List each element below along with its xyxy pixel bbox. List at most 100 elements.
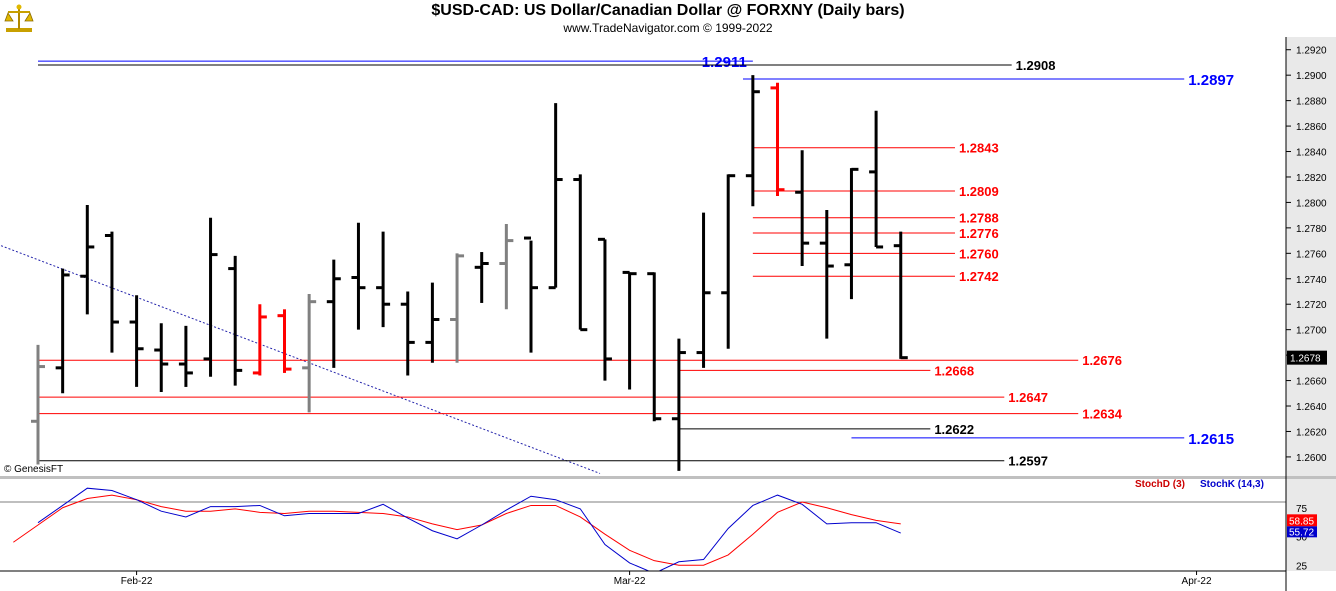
ohlc-bar (745, 75, 760, 207)
copyright-label: © GenesisFT (4, 464, 63, 475)
y-tick-label: 1.2780 (1296, 224, 1327, 235)
stoch-tick-label: 75 (1296, 504, 1308, 515)
ohlc-bar (474, 252, 489, 303)
stoch-panel-frame (0, 479, 1286, 571)
y-tick-label: 1.2760 (1296, 249, 1327, 260)
ohlc-bar (671, 338, 686, 471)
ohlc-bar (203, 217, 218, 377)
ohlc-bar (869, 110, 884, 249)
ohlc-bar (548, 103, 563, 290)
x-tick-label: Mar-22 (614, 576, 646, 587)
level-label: 1.2908 (1016, 58, 1056, 73)
level-label: 1.2615 (1188, 431, 1234, 448)
downtrend-line (0, 245, 601, 474)
stochd-last-value: 58.85 (1289, 516, 1314, 527)
level-label: 1.2788 (959, 211, 999, 226)
level-label: 1.2676 (1082, 353, 1122, 368)
stoch-legend: StochD (3) StochK (14,3) (1135, 479, 1264, 490)
trendline (0, 245, 601, 474)
y-tick-label: 1.2820 (1296, 173, 1327, 184)
ohlc-bar (721, 174, 736, 349)
ohlc-bar (376, 231, 391, 328)
stochk-last-tag (1287, 526, 1317, 538)
y-tick-label: 1.2740 (1296, 275, 1327, 286)
ohlc-bar (104, 231, 119, 353)
chart-title: $USD-CAD: US Dollar/Canadian Dollar @ FO… (431, 2, 905, 19)
ohlc-bar (400, 291, 415, 376)
ohlc-bar (228, 255, 243, 386)
ohlc-bar (154, 323, 169, 393)
stochd-line (13, 494, 901, 566)
ohlc-bar (696, 212, 711, 368)
stoch-lines (13, 487, 901, 574)
y-tick-label: 1.2920 (1296, 46, 1327, 57)
stoch-tick-label: 25 (1296, 561, 1308, 572)
ohlc-bar (178, 325, 193, 387)
chart-header: $USD-CAD: US Dollar/Canadian Dollar @ FO… (0, 0, 1336, 37)
level-label: 1.2776 (959, 226, 999, 241)
last-price-label: 1.2678 (1290, 354, 1321, 365)
ohlc-bar (252, 304, 267, 376)
stochk-line (37, 487, 901, 574)
level-label: 1.2843 (959, 141, 999, 156)
level-label: 1.2634 (1082, 407, 1123, 422)
level-label: 1.2647 (1008, 390, 1048, 405)
ohlc-bar (326, 259, 341, 368)
ohlc-bar (893, 231, 908, 360)
ohlc-bar (450, 253, 465, 363)
support-resistance-levels: 1.2911 1.29081.28971.28431.28091.27881.27… (38, 54, 1234, 469)
price-bars (31, 75, 908, 471)
ohlc-bar (647, 272, 662, 422)
y-tick-label: 1.2840 (1296, 148, 1327, 159)
price-axis-bg (1286, 37, 1336, 476)
x-axis-strip (0, 571, 1336, 591)
y-tick-label: 1.2720 (1296, 300, 1327, 311)
ohlc-bar (819, 210, 834, 339)
ohlc-bar (770, 82, 785, 197)
ohlc-bar (302, 294, 317, 413)
ohlc-bar (499, 224, 514, 310)
x-axis: Feb-22 Mar-22 Apr-22 (121, 571, 1212, 587)
ohlc-bar (31, 344, 45, 465)
legend-stochk: StochK (14,3) (1200, 479, 1264, 490)
level-label: 1.2668 (934, 363, 974, 378)
x-tick-label: Apr-22 (1182, 576, 1212, 587)
y-tick-label: 1.2700 (1296, 326, 1327, 337)
stochk-last-value: 55.72 (1289, 527, 1314, 538)
ohlc-bar (55, 268, 70, 394)
y-tick-label: 1.2640 (1296, 402, 1327, 413)
ohlc-bar (80, 204, 95, 315)
price-panel-frame (0, 37, 1286, 476)
price-y-axis: 1.2920 1.2900 1.2880 1.2860 1.2840 1.2820 1.28… (1286, 37, 1336, 476)
y-tick-label: 1.2800 (1296, 198, 1327, 209)
panel-separator (0, 476, 1336, 479)
ohlc-bar (277, 309, 292, 373)
chart-subtitle: www.TradeNavigator.com © 1999-2022 (563, 21, 773, 35)
x-tick-label: Feb-22 (121, 576, 153, 587)
level-label: 1.2897 (1188, 72, 1234, 89)
last-price-tag (1287, 350, 1327, 365)
y-tick-label: 1.2620 (1296, 427, 1327, 438)
ohlc-bar (351, 222, 366, 330)
y-tick-label: 1.2860 (1296, 122, 1327, 133)
ohlc-bar (795, 150, 810, 267)
stochd-last-tag (1287, 514, 1317, 527)
legend-stochd: StochD (3) (1135, 479, 1185, 490)
ohlc-bar (129, 295, 144, 387)
stoch-tick-label: 50 (1296, 533, 1308, 544)
y-tick-label: 1.2660 (1296, 377, 1327, 388)
ohlc-bar (524, 236, 538, 353)
level-label: 1.2809 (959, 184, 999, 199)
ohlc-bar (844, 167, 859, 300)
y-tick-label: 1.2900 (1296, 71, 1327, 82)
pan-balance-logo-icon (4, 4, 34, 32)
level-label: 1.2742 (959, 269, 999, 284)
ohlc-bar (597, 237, 612, 381)
level-label: 1.2760 (959, 246, 999, 261)
level-label: 1.2911 (702, 54, 747, 71)
level-label: 1.2622 (934, 422, 974, 437)
ohlc-bar (573, 174, 588, 332)
y-tick-label: 1.2600 (1296, 453, 1327, 464)
